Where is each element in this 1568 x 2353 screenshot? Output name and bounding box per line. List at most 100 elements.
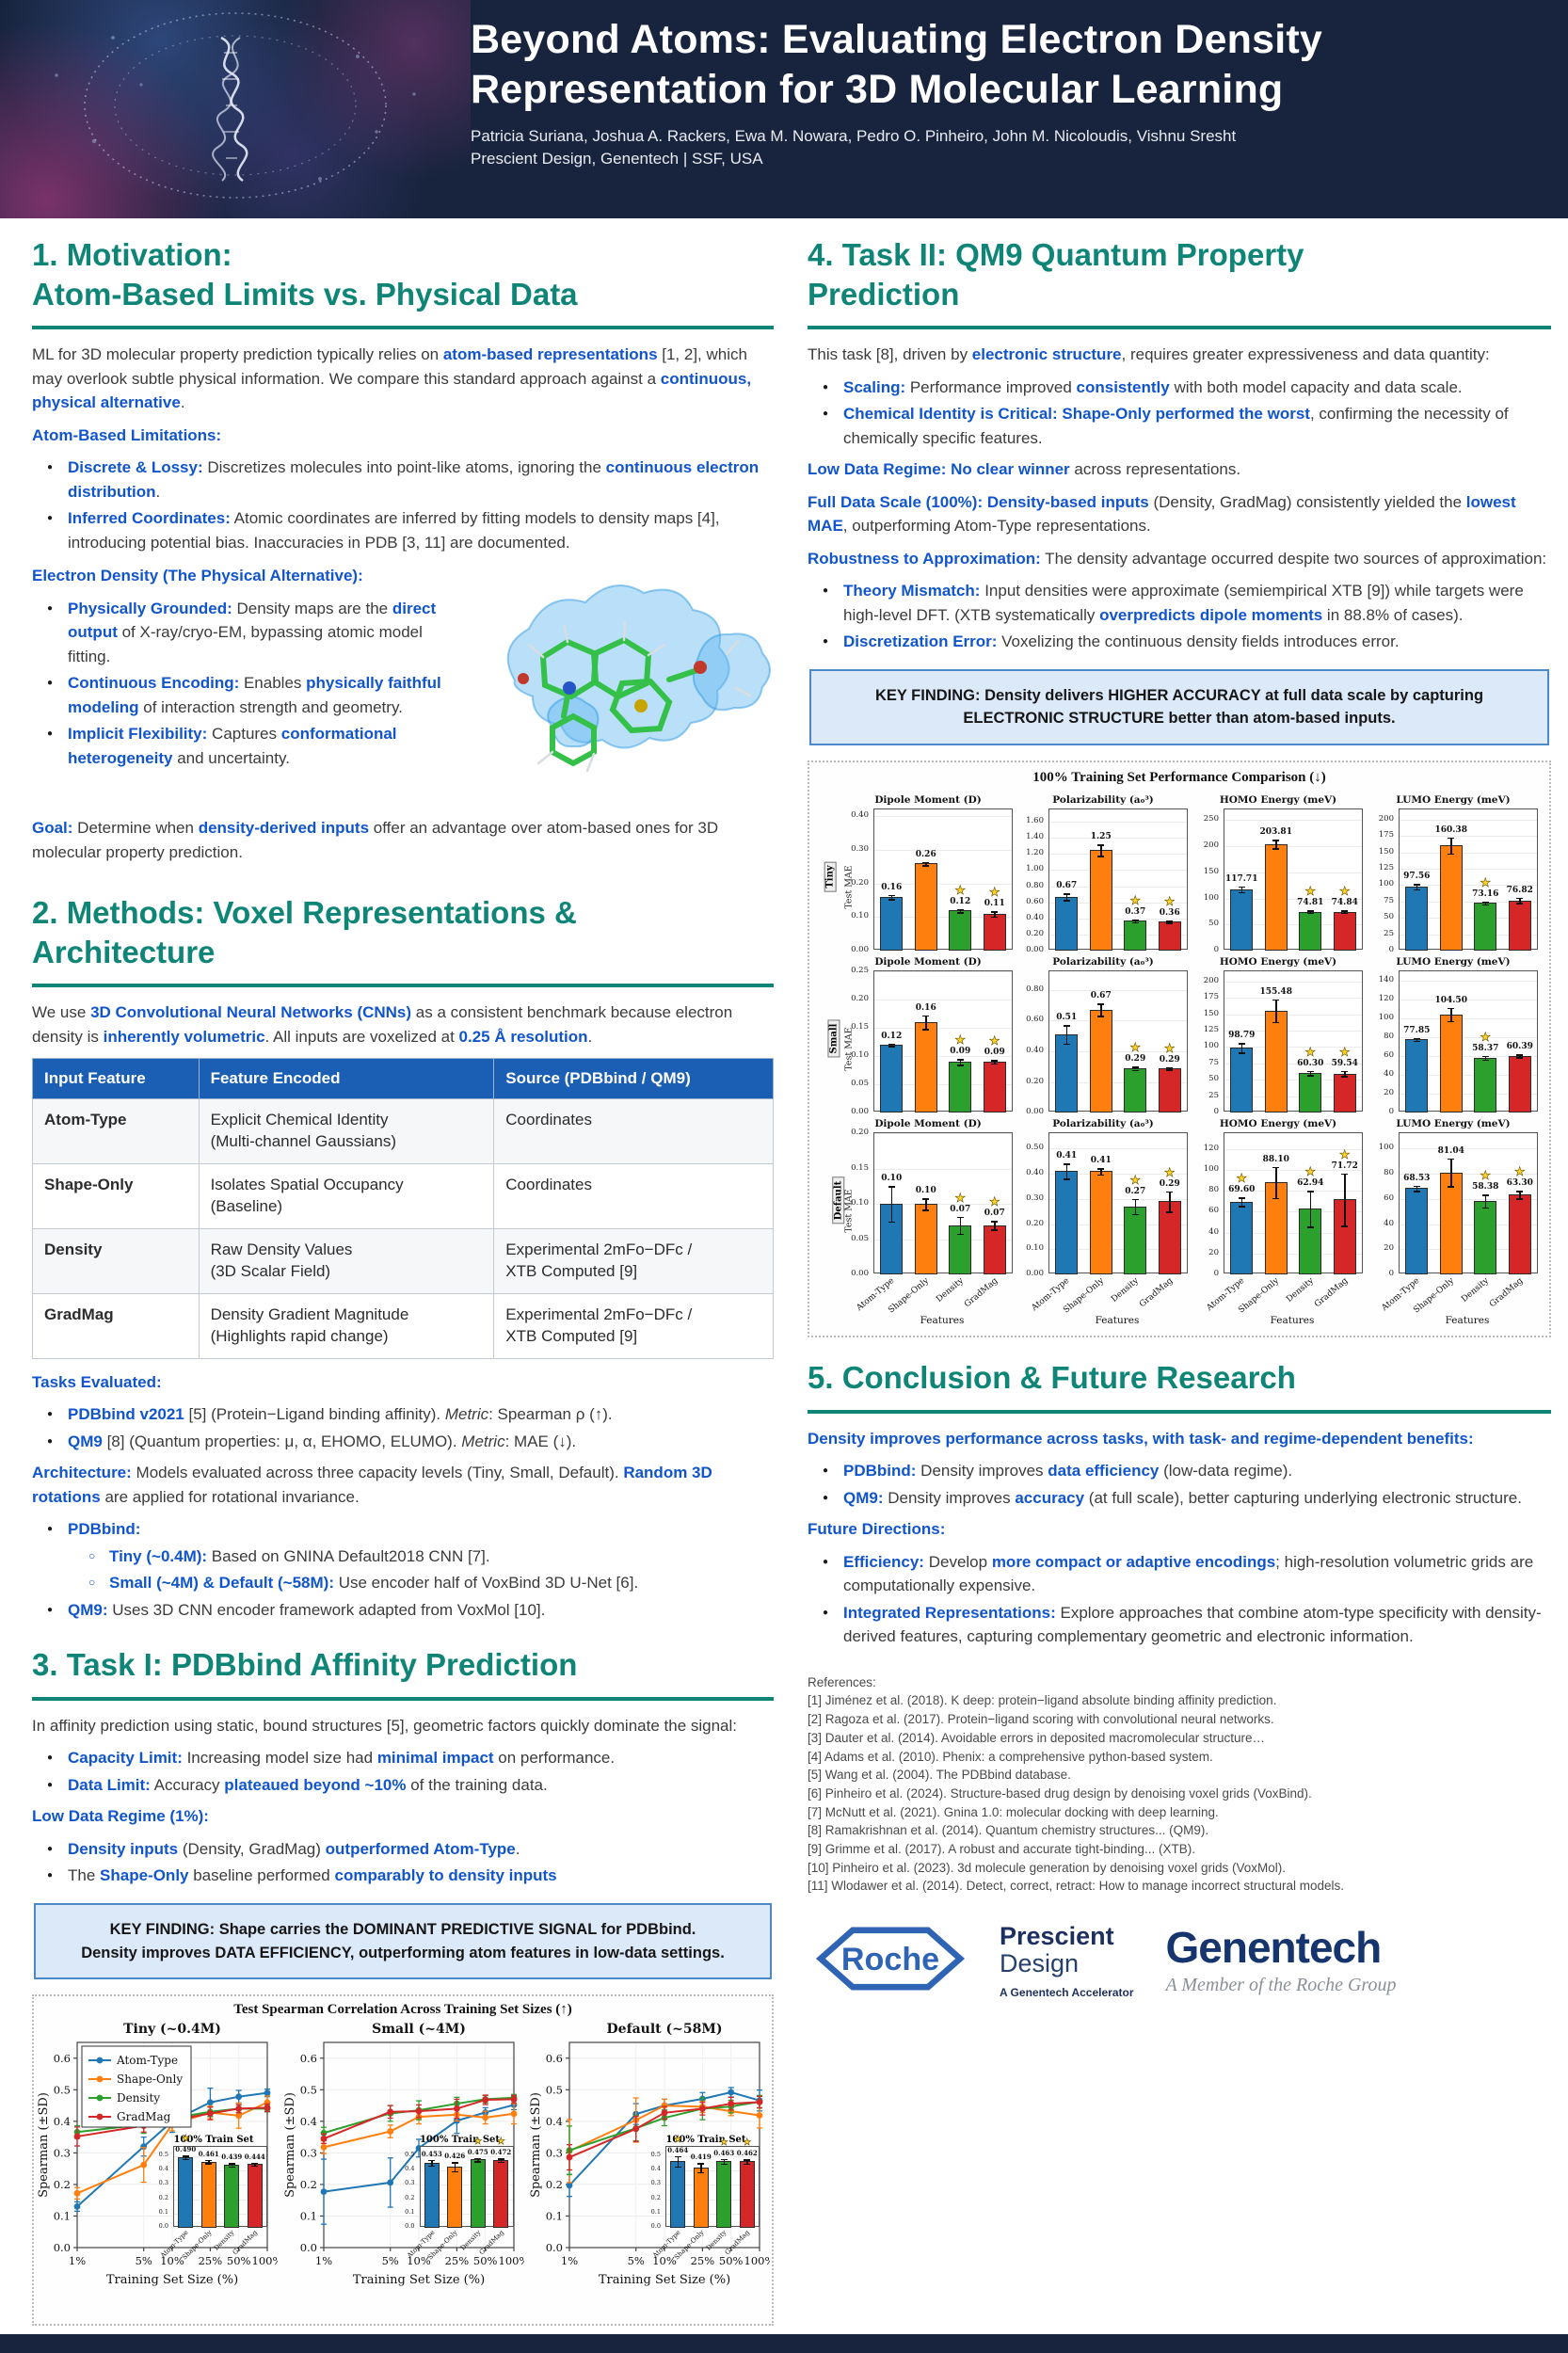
section1-heading: 1. Motivation: Atom-Based Limits vs. Phy… [32,235,774,313]
methods-table: Input Feature Feature Encoded Source (PDBb… [32,1058,774,1359]
text-run: Low Data Regime (1%): [32,1807,209,1825]
x-tick-labels: Atom-Type Shape-Only Density GradMag [647,2227,761,2265]
text-segment: Density improves [883,1488,1016,1507]
error-cap [1448,1007,1455,1010]
table-cell-line: XTB Computed [9] [505,1262,638,1280]
bar-value-label: 0.419 [690,2153,712,2162]
bullet-marker: ● [823,1556,829,1567]
pdbbind-panel-2: Default (~58M) 0.0 0.1 0.2 0.3 0.4 0.5 0.6 1% 5% 1… [528,2020,776,2322]
subplot-area: 0.16 0.26 0.12 ★ 0.11 ★ 0.00 0.10 0.20 0.30 0.40 [841,808,1015,954]
x-tick-label: Density [934,1276,966,1305]
y-tick-label: 50 [1208,919,1219,929]
bullet-marker: ● [47,1409,54,1420]
text-segment: offer an advantage over atom-based ones … [32,819,719,861]
y-tick-label: 0.2 [405,2193,415,2201]
error-bar [231,2163,233,2167]
y-tick-label: 0.15 [851,1022,869,1032]
y-tick-label: 0 [1388,1107,1394,1117]
reference-item: [2] Ragoza et al. (2017). Protein−ligand… [808,1712,1274,1727]
error-bar [254,2162,256,2166]
paragraph: Low Data Regime: No clear winner across … [808,457,1551,482]
best-star-icon: ★ [743,2137,752,2149]
error-cap [1413,1185,1420,1188]
poster-title: Beyond Atoms: Evaluating Electron Densit… [471,15,1553,116]
error-cap [1063,893,1070,895]
subplot-title: HOMO Energy (meV) [1219,794,1337,807]
bar-value-label: 0.67 [1090,991,1112,1001]
table-cell-line: Experimental 2mFo−DFc / [505,1241,693,1259]
reference-item: [1] Jiménez et al. (2018). K deep: prote… [808,1693,1277,1708]
text-segment: Performance improved [905,377,1077,396]
text-segment: more compact or adaptive encodings [991,1552,1276,1571]
gridline [1224,981,1362,983]
references-block: References: [1] Jiménez et al. (2018). K… [808,1673,1551,1896]
error-cap [888,1043,895,1046]
bullet-marker: ● [47,1435,54,1447]
error-cap [1413,888,1420,891]
text-run: Physically Grounded: Density maps are th… [68,597,450,669]
reference-item: [5] Wang et al. (2004). The PDBbind data… [808,1768,1071,1783]
text-run: Chemical Identity is Critical: Shape-Onl… [843,402,1551,450]
error-cap [1131,921,1139,924]
error-cap [1131,1198,1139,1201]
gridline [874,883,1012,885]
error-cap [991,1063,999,1065]
text-segment: Increasing model size had [182,1749,377,1768]
gridline [1049,838,1187,840]
bullet-marker: ● [823,1607,829,1618]
text-segment: This task [8], driven by [808,345,972,364]
y-tick-label: 0.00 [1026,945,1044,955]
y-tick-label: 150 [1203,1008,1219,1018]
y-tick-label: 100 [1203,1164,1219,1175]
bullet-marker: ● [823,1465,829,1477]
gridline [1400,868,1537,870]
error-cap [1131,1066,1139,1068]
qm9-row-default: Default Test MAE Dipole Moment (D) 0.10 0.10… [813,1115,1545,1334]
bar-1 [914,863,937,952]
error-bar [477,2157,479,2162]
error-bar [1519,897,1521,904]
text-run: Data Limit: Accuracy plateaued beyond ~1… [68,1773,548,1798]
bar-value-label: 0.07 [984,1209,1005,1219]
plot-frame: 98.79 155.48 60.30 ★ 59.54 ★ [1224,970,1363,1113]
bar-0 [1405,887,1429,952]
gridline [1224,820,1362,822]
error-bar [184,2155,187,2159]
text-segment: atom-based representations [442,345,658,364]
best-star-icon: ★ [1304,1044,1317,1059]
bar-value-label: 1.25 [1090,832,1112,841]
molecule-density-graphic [506,584,771,773]
bullet-item: ● QM9: Uses 3D CNN encoder framework adap… [43,1598,774,1623]
text-segment: In affinity prediction using static, bou… [32,1716,738,1735]
subplot-title: HOMO Energy (meV) [1219,1118,1337,1130]
bullet-marker: ● [47,1753,54,1764]
bar-2 [1474,903,1497,952]
text-run: This task [8], driven by electronic stru… [808,345,1490,363]
y-tick-label: 125 [1203,1024,1219,1034]
bullet-marker: ● [47,728,54,740]
table-cell: Experimental 2mFo−DFc / XTB Computed [9] [493,1292,774,1359]
text-run: PDBbind: [68,1517,140,1542]
bar-value-label: 0.29 [1125,1054,1146,1064]
inset-title: 100% Train Set [665,2135,746,2146]
table-cell-line: (Baseline) [210,1197,283,1216]
table-cell-line: Density Gradient Magnitude [210,1305,409,1323]
text-segment: Tasks Evaluated: [32,1372,162,1391]
bar-0 [178,2157,194,2229]
svg-text:0.4: 0.4 [546,2115,563,2128]
bar-value-label: 74.84 [1331,898,1358,908]
y-tick-label: 0.40 [1026,1168,1044,1177]
qm9-subplot: Polarizability (a₀³) 0.51 0.67 0.29 ★ 0.29 ★ 0.… [1016,953,1190,1116]
bar-value-label: 0.29 [1159,1054,1180,1064]
paragraph: This task [8], driven by electronic stru… [808,343,1551,367]
best-star-icon: ★ [1480,1029,1492,1044]
error-bar [1065,1163,1068,1179]
gridline [1224,924,1362,926]
text-segment: Architecture: [32,1464,132,1482]
error-cap [956,1064,964,1066]
best-star-icon: ★ [954,882,967,897]
text-segment: Continuous Encoding: [68,674,240,693]
error-cap [1272,848,1280,850]
inset-title: 100% Train Set [173,2135,254,2146]
text-segment: Metric [444,1405,489,1424]
